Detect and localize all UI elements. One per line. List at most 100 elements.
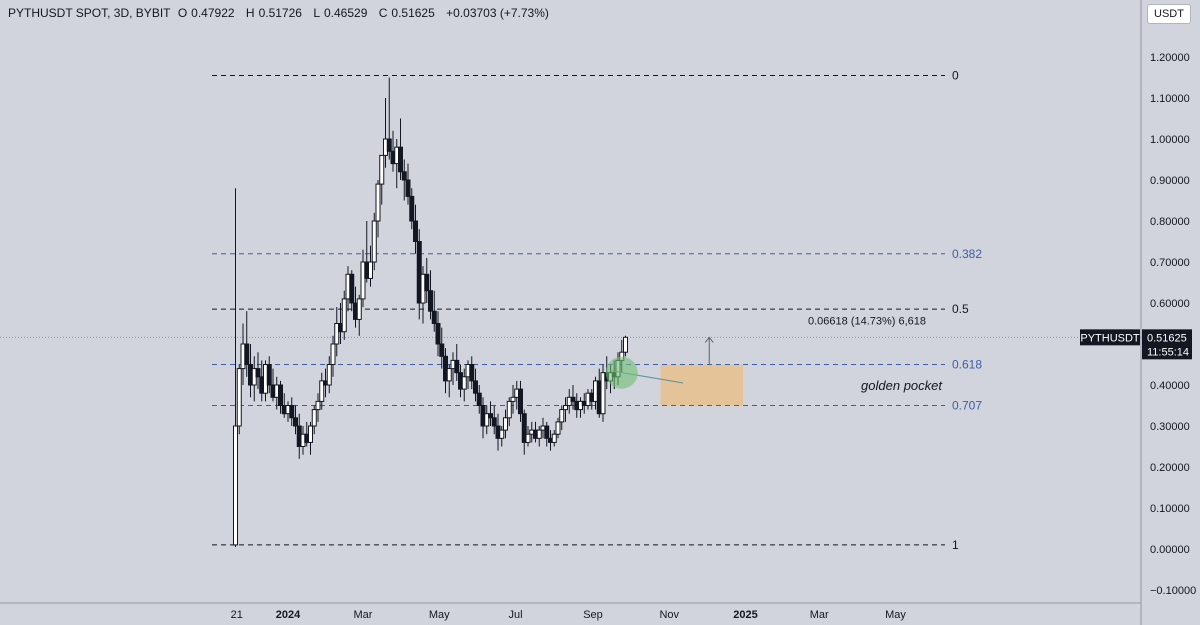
- currency-button[interactable]: USDT: [1147, 4, 1191, 24]
- candle: [446, 364, 452, 398]
- candle: [375, 180, 381, 238]
- candle: [544, 421, 550, 447]
- candle-body: [266, 364, 272, 386]
- candle-body: [341, 298, 347, 333]
- close-label: C: [378, 6, 388, 20]
- candle-body: [236, 368, 242, 427]
- x-tick-label: Mar: [354, 609, 373, 621]
- candle-body: [559, 409, 565, 423]
- candle-body: [488, 413, 493, 419]
- candle: [461, 368, 467, 402]
- candle-body: [386, 138, 392, 152]
- candle-body: [563, 405, 568, 411]
- x-tick-label: Mar: [810, 609, 829, 621]
- candle: [563, 397, 568, 422]
- y-tick-label: 1.10000: [1150, 93, 1190, 105]
- candle: [518, 380, 523, 422]
- candle: [293, 405, 298, 435]
- fib-levels: 0 0.382 0.5 0.618 0.707 1: [0, 68, 1141, 552]
- open-value: 0.47922: [191, 6, 235, 20]
- fib-label: 0: [952, 68, 959, 82]
- symbol-header: PYTHUSDT SPOT, 3D, BYBIT O 0.47922 H 0.517…: [8, 6, 553, 20]
- x-tick-label: Sep: [583, 609, 603, 621]
- y-tick-label: 0.90000: [1150, 175, 1190, 187]
- candle: [311, 405, 317, 435]
- x-tick-label: 2024: [276, 609, 301, 621]
- golden-pocket-zone: [660, 364, 743, 406]
- candle-body: [431, 310, 437, 325]
- candle: [386, 77, 392, 160]
- y-tick-label: 0.40000: [1150, 380, 1190, 392]
- candle-body: [349, 273, 355, 304]
- candle: [623, 335, 628, 357]
- candle-body: [439, 343, 445, 357]
- open-label: O: [177, 6, 188, 20]
- y-tick-label: −0.10000: [1150, 585, 1196, 597]
- candle: [398, 118, 403, 180]
- candle-body: [409, 195, 415, 222]
- candle: [255, 352, 261, 390]
- candle: [405, 163, 411, 205]
- candle-body: [330, 343, 336, 365]
- y-tick-label: 0.00000: [1150, 544, 1190, 556]
- candle-body: [368, 261, 373, 279]
- candle-body: [476, 392, 482, 407]
- candle-body: [503, 417, 508, 431]
- candle-body: [424, 273, 430, 292]
- candle-body: [308, 425, 313, 443]
- candle: [326, 356, 332, 394]
- candle-body: [356, 298, 362, 320]
- x-tick-label: 2025: [733, 609, 757, 621]
- candle-body: [233, 425, 238, 546]
- candle: [570, 385, 576, 410]
- candle: [368, 245, 373, 287]
- candle-body: [255, 368, 261, 378]
- candle: [413, 204, 418, 254]
- symbol-tag-bg: [1080, 329, 1140, 346]
- candle: [349, 270, 355, 312]
- y-tick-label: 0.20000: [1150, 462, 1190, 474]
- candle: [491, 405, 497, 435]
- candle-body: [521, 413, 527, 443]
- symbol-tag-label: PYTHUSDT: [1080, 332, 1140, 344]
- candle-body: [623, 336, 628, 353]
- candle-body: [484, 413, 490, 427]
- candle-body: [454, 359, 460, 374]
- candle: [484, 405, 490, 435]
- candle-body: [413, 220, 418, 242]
- candle: [416, 229, 422, 320]
- candle-body: [371, 220, 377, 263]
- candle-body: [435, 323, 441, 345]
- price-tag-countdown: 11:55:14: [1147, 346, 1189, 358]
- candle: [439, 327, 445, 369]
- candle-body: [315, 400, 321, 411]
- candle-body: [375, 183, 381, 222]
- candle-body: [510, 396, 516, 402]
- close-value: 0.51625: [391, 6, 435, 20]
- x-tick-label: May: [885, 609, 906, 621]
- time-axis[interactable]: 21 2024 Mar May Jul Sep Nov 2025 Mar May: [231, 609, 907, 621]
- candle: [555, 417, 561, 439]
- candle: [315, 393, 321, 422]
- fib-label: 0.707: [952, 399, 982, 413]
- golden-pocket-label: golden pocket: [861, 378, 943, 393]
- candle: [454, 344, 460, 381]
- candle-body: [293, 417, 298, 427]
- candle-body: [518, 388, 523, 415]
- candle-body: [401, 171, 407, 181]
- candle-body: [244, 343, 250, 365]
- candle: [435, 311, 441, 357]
- measure-arrow-head: [704, 336, 714, 343]
- candle: [424, 257, 430, 303]
- candle: [600, 364, 606, 422]
- candle: [334, 307, 340, 357]
- candle-body: [469, 364, 475, 382]
- fib-label: 1: [952, 538, 959, 552]
- candle: [488, 401, 493, 426]
- candle-body: [525, 433, 531, 443]
- y-tick-label: 0.10000: [1150, 503, 1190, 515]
- candle: [409, 188, 415, 230]
- candle: [289, 397, 295, 426]
